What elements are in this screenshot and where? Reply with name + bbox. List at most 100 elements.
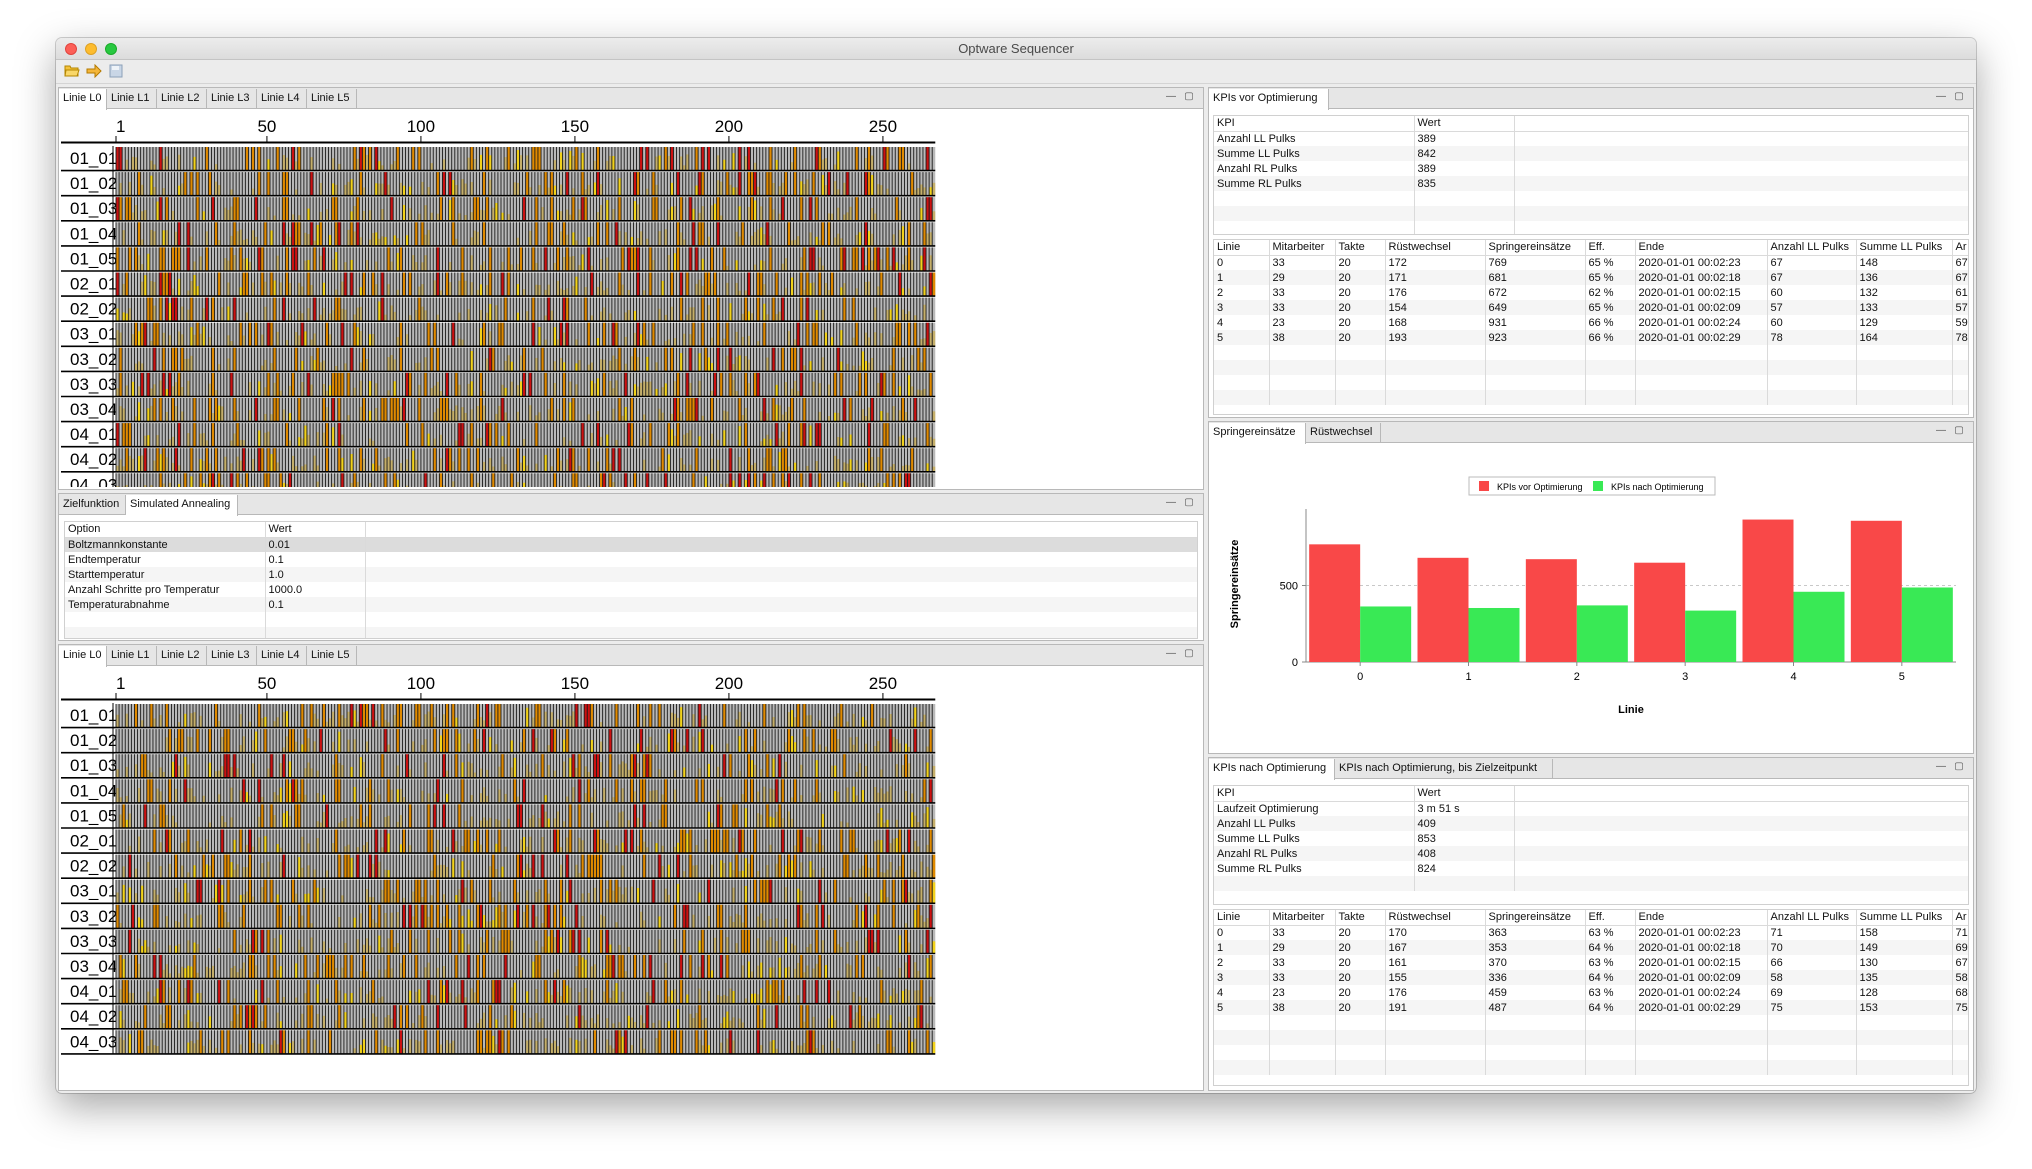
tab-linie-l1[interactable]: Linie L1 [107, 89, 157, 109]
tab-zielfunktion[interactable]: Zielfunktion [59, 495, 126, 515]
tab-linie-l3[interactable]: Linie L3 [207, 89, 257, 109]
maximize-panel-icon[interactable]: ▢ [1184, 91, 1194, 102]
table-row[interactable]: 5 38 20 191 487 64 % 2020-01-01 00:02:29 75 153 7… [1214, 1000, 1968, 1015]
column-header-anzahl-ll-pulks[interactable]: Anzahl LL Pulks [1767, 910, 1857, 926]
table-row[interactable]: Anzahl LL Pulks 389 [1214, 131, 1968, 146]
table-row[interactable]: Boltzmannkonstante 0.01 [65, 537, 1197, 552]
table-row[interactable]: 3 33 20 154 649 65 % 2020-01-01 00:02:09 57 133 5… [1214, 300, 1968, 315]
tab-linie-l5[interactable]: Linie L5 [307, 646, 357, 666]
tab-kpis-nach-optimierung[interactable]: KPIs nach Optimierung [1209, 759, 1335, 780]
bar[interactable] [1742, 519, 1794, 662]
column-header-eff[interactable]: Eff. [1585, 910, 1636, 926]
bar[interactable] [1850, 520, 1902, 662]
tab-springereinsaetze[interactable]: Springereinsätze [1209, 423, 1306, 444]
tab-linie-l0[interactable]: Linie L0 [59, 89, 107, 110]
column-header-springereinsaetze[interactable]: Springereinsätze [1485, 240, 1586, 256]
column-header-linie[interactable]: Linie [1214, 910, 1270, 926]
bar[interactable] [1360, 606, 1412, 662]
table-row[interactable]: Summe RL Pulks 835 [1214, 176, 1968, 191]
column-header-ende[interactable]: Ende [1635, 910, 1768, 926]
bar[interactable] [1309, 544, 1361, 662]
bar[interactable] [1576, 605, 1628, 662]
tab-linie-l3[interactable]: Linie L3 [207, 646, 257, 666]
close-window-button[interactable] [65, 43, 77, 55]
minimize-panel-icon[interactable]: — [1166, 91, 1176, 102]
table-row[interactable]: 2 33 20 176 672 62 % 2020-01-01 00:02:15 60 132 6… [1214, 285, 1968, 300]
table-row[interactable]: Anzahl RL Pulks 408 [1214, 846, 1968, 861]
maximize-panel-icon[interactable]: ▢ [1184, 648, 1194, 659]
tab-kpis-vor-optimierung[interactable]: KPIs vor Optimierung [1209, 89, 1329, 110]
table-row[interactable]: Summe RL Pulks 824 [1214, 861, 1968, 876]
bar[interactable] [1634, 562, 1686, 662]
tab-linie-l2[interactable]: Linie L2 [157, 89, 207, 109]
minimize-panel-icon[interactable]: — [1166, 648, 1176, 659]
table-row[interactable]: 5 38 20 193 923 66 % 2020-01-01 00:02:29 78 164 7… [1214, 330, 1968, 345]
maximize-panel-icon[interactable]: ▢ [1954, 425, 1964, 436]
column-header-mitarbeiter[interactable]: Mitarbeiter [1269, 240, 1336, 256]
bar[interactable] [1685, 610, 1737, 662]
column-header-ar[interactable]: Ar [1952, 910, 1968, 926]
tab-linie-l4[interactable]: Linie L4 [257, 89, 307, 109]
table-row[interactable]: 1 29 20 167 353 64 % 2020-01-01 00:02:18 70 149 6… [1214, 940, 1968, 955]
table-row[interactable]: Anzahl LL Pulks 409 [1214, 816, 1968, 831]
column-header-ruestwechsel[interactable]: Rüstwechsel [1385, 240, 1486, 256]
bar[interactable] [1525, 559, 1577, 662]
table-row[interactable]: 0 33 20 172 769 65 % 2020-01-01 00:02:23 67 148 6… [1214, 255, 1968, 270]
column-header-ende[interactable]: Ende [1635, 240, 1768, 256]
column-header-takte[interactable]: Takte [1335, 240, 1386, 256]
tab-kpis-nach-optimierung-zielzeitpunkt[interactable]: KPIs nach Optimierung, bis Zielzeitpunkt [1335, 759, 1553, 779]
table-row[interactable]: 4 23 20 168 931 66 % 2020-01-01 00:02:24 60 129 5… [1214, 315, 1968, 330]
maximize-panel-icon[interactable]: ▢ [1954, 761, 1964, 772]
column-header-wert[interactable]: Wert [1414, 786, 1515, 802]
table-row[interactable]: 2 33 20 161 370 63 % 2020-01-01 00:02:15 66 130 6… [1214, 955, 1968, 970]
column-header-springereinsaetze[interactable]: Springereinsätze [1485, 910, 1586, 926]
column-header-mitarbeiter[interactable]: Mitarbeiter [1269, 910, 1336, 926]
column-header-ruestwechsel[interactable]: Rüstwechsel [1385, 910, 1486, 926]
table-row[interactable]: Summe LL Pulks 842 [1214, 146, 1968, 161]
table-row[interactable]: Temperaturabnahme 0.1 [65, 597, 1197, 612]
column-header-kpi[interactable]: KPI [1214, 116, 1415, 132]
minimize-panel-icon[interactable]: — [1936, 761, 1946, 772]
tab-simulated-annealing[interactable]: Simulated Annealing [126, 495, 238, 516]
table-row[interactable]: 1 29 20 171 681 65 % 2020-01-01 00:02:18 67 136 6… [1214, 270, 1968, 285]
maximize-panel-icon[interactable]: ▢ [1954, 91, 1964, 102]
column-header-wert[interactable]: Wert [265, 522, 366, 538]
arrow-right-icon[interactable] [86, 63, 102, 80]
column-header-takte[interactable]: Takte [1335, 910, 1386, 926]
column-header-summe-ll-pulks[interactable]: Summe LL Pulks [1856, 240, 1953, 256]
maximize-panel-icon[interactable]: ▢ [1184, 497, 1194, 508]
folder-open-icon[interactable] [64, 64, 80, 80]
minimize-window-button[interactable] [85, 43, 97, 55]
column-header-linie[interactable]: Linie [1214, 240, 1270, 256]
column-header-summe-ll-pulks[interactable]: Summe LL Pulks [1856, 910, 1953, 926]
table-row[interactable]: Starttemperatur 1.0 [65, 567, 1197, 582]
column-header-eff[interactable]: Eff. [1585, 240, 1636, 256]
table-row[interactable]: 4 23 20 176 459 63 % 2020-01-01 00:02:24 69 128 6… [1214, 985, 1968, 1000]
maximize-window-button[interactable] [105, 43, 117, 55]
bar[interactable] [1468, 607, 1520, 662]
column-header-ar[interactable]: Ar [1952, 240, 1968, 256]
tab-linie-l1[interactable]: Linie L1 [107, 646, 157, 666]
table-row[interactable]: Anzahl RL Pulks 389 [1214, 161, 1968, 176]
column-header-wert[interactable]: Wert [1414, 116, 1515, 132]
table-row[interactable]: Summe LL Pulks 853 [1214, 831, 1968, 846]
bar[interactable] [1793, 591, 1845, 662]
tab-ruestwechsel[interactable]: Rüstwechsel [1306, 423, 1381, 443]
table-row[interactable]: Laufzeit Optimierung 3 m 51 s [1214, 801, 1968, 816]
table-row[interactable]: 0 33 20 170 363 63 % 2020-01-01 00:02:23 71 158 7… [1214, 925, 1968, 940]
bar[interactable] [1417, 557, 1469, 662]
tab-linie-l5[interactable]: Linie L5 [307, 89, 357, 109]
column-header-option[interactable]: Option [65, 522, 266, 538]
tab-linie-l2[interactable]: Linie L2 [157, 646, 207, 666]
table-row[interactable]: Anzahl Schritte pro Temperatur 1000.0 [65, 582, 1197, 597]
column-header-kpi[interactable]: KPI [1214, 786, 1415, 802]
tab-linie-l0[interactable]: Linie L0 [59, 646, 107, 667]
table-row[interactable]: 3 33 20 155 336 64 % 2020-01-01 00:02:09 58 135 5… [1214, 970, 1968, 985]
minimize-panel-icon[interactable]: — [1166, 497, 1176, 508]
minimize-panel-icon[interactable]: — [1936, 91, 1946, 102]
bar[interactable] [1901, 587, 1953, 662]
column-header-anzahl-ll-pulks[interactable]: Anzahl LL Pulks [1767, 240, 1857, 256]
minimize-panel-icon[interactable]: — [1936, 425, 1946, 436]
save-icon[interactable] [108, 64, 124, 80]
table-row[interactable]: Endtemperatur 0.1 [65, 552, 1197, 567]
